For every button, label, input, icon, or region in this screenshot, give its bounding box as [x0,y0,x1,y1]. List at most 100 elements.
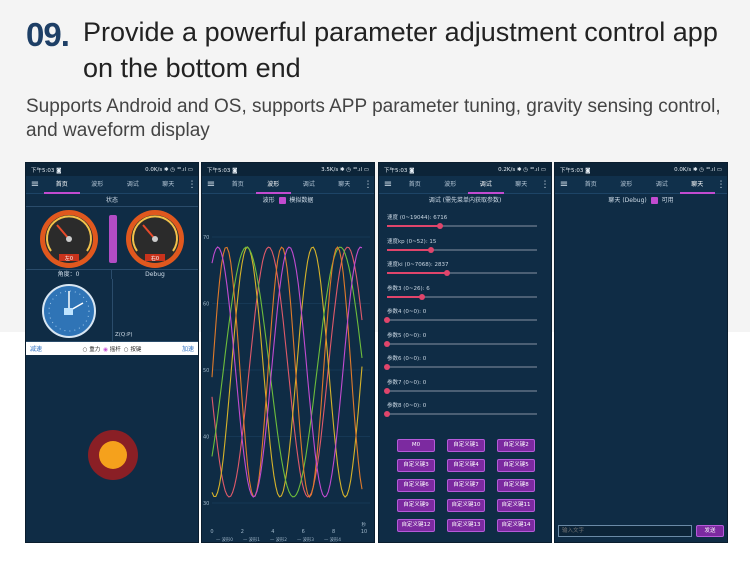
tab-debug[interactable]: 调试 [126,180,139,188]
tab-waveform[interactable]: 波形 [620,180,633,188]
custom-key-button[interactable]: 自定义键5 [497,459,535,472]
slider-knob[interactable] [384,364,390,370]
phone-chat-screen: 下午5:03 ◙ 0.0K/s ✱ ◷ ⁴⁶.ıl ▭ ≡ 首页 波形 调试 聊天… [554,162,728,543]
custom-key-button[interactable]: 自定义键13 [447,519,485,532]
waveform-series-line [211,246,363,498]
parameter-slider[interactable] [384,340,537,347]
custom-key-button[interactable]: 自定义键11 [497,499,535,512]
custom-key-button[interactable]: 自定义键6 [397,479,435,492]
tab-waveform[interactable]: 波形 [255,176,291,194]
status-info: 0.2K/s ✱ ◷ ⁴⁶.ıl ▭ [498,166,546,173]
slider-knob[interactable] [384,387,390,394]
mode-joystick[interactable]: ◉ 摇杆 [103,346,121,353]
slider-fill [387,272,447,274]
chat-header: 聊天 (Debug) 可用 [555,194,727,207]
tab-debug[interactable]: 调试 [655,180,668,188]
tab-waveform[interactable]: 波形 [444,180,457,188]
parameter-slider[interactable] [384,364,537,370]
tab-home[interactable]: 首页 [231,180,244,188]
tab-home[interactable]: 首页 [44,176,80,194]
right-gauge: 右0 [126,210,184,268]
chat-title: 聊天 (Debug) [608,197,647,204]
throttle-bar[interactable] [109,215,117,263]
parameter-slider[interactable] [384,317,537,323]
send-button[interactable]: 发送 [696,525,724,537]
phone-home-screen: 下午5:03 ◙ 0.0K/s ✱ ◷ ⁴⁶.ıl ▭ ≡ 首页 波形 调试 聊天… [25,162,199,543]
mode-keys[interactable]: ○ 按键 [123,346,142,353]
slider-knob[interactable] [418,293,425,300]
slider-label: 速度ki (0~7068): 2837 [387,262,449,268]
parameter-slider[interactable] [387,293,537,300]
decel-button[interactable]: 减速 [30,346,43,353]
legend-entry: — 波形2 [270,536,287,542]
status-info: 3.5K/s ✱ ◷ ⁴⁶.ıl ▭ [321,166,369,173]
slider-label: 参数6 (0~0): 0 [387,356,427,362]
tab-debug[interactable]: 调试 [302,180,315,188]
legend-entry: — 波形0 [216,536,233,542]
menu-icon[interactable]: ≡ [559,179,569,190]
mode-gravity[interactable]: ○ 重力 [82,346,101,353]
menu-icon[interactable]: ≡ [383,179,393,190]
more-icon[interactable]: ⋮ [187,179,197,190]
tab-waveform[interactable]: 波形 [91,180,104,188]
status-info: 0.0K/s ✱ ◷ ⁴⁶.ıl ▭ [145,166,193,173]
slider-knob[interactable] [384,340,390,347]
custom-key-button[interactable]: 自定义键9 [397,499,435,512]
accel-button[interactable]: 加速 [181,346,194,353]
more-icon[interactable]: ⋮ [716,179,726,190]
waveform-series-line [211,246,363,498]
slider-knob[interactable] [384,411,390,417]
x-tick-label: 6 [302,529,305,535]
chat-input[interactable] [558,525,692,537]
label-row: 角度：0 Debug [26,269,198,279]
more-icon[interactable]: ⋮ [540,179,550,190]
custom-key-button[interactable]: 自定义键7 [447,479,485,492]
custom-key-button[interactable]: 自定义键3 [397,459,435,472]
parameter-slider[interactable] [387,246,537,253]
slider-knob[interactable] [436,223,443,229]
slider-knob[interactable] [427,246,434,253]
custom-key-button[interactable]: 自定义键4 [447,459,485,472]
status-time: 下午5:03 ◙ [207,167,238,174]
simulate-checkbox[interactable] [278,197,286,204]
more-icon[interactable]: ⋮ [363,179,373,190]
custom-key-button[interactable]: 自定义键2 [497,439,535,452]
custom-button-grid: M0 自定义键1 自定义键2 自定义键3 自定义键4 自定义键5 自定义键6 自定义键7 自定义… [379,437,551,542]
slider-label: 速度 (0~19044): 6716 [387,215,448,221]
parameter-slider[interactable] [384,387,537,394]
m0-button[interactable]: M0 [397,439,435,452]
waveform-header: 波形 模拟数据 [202,194,374,207]
custom-key-button[interactable]: 自定义键8 [497,479,535,492]
slider-knob[interactable] [384,317,390,323]
compass-area: Z(Q:P) [26,279,198,342]
waveform-title: 波形 [262,197,275,204]
tab-home[interactable]: 首页 [408,180,421,188]
tab-chat[interactable]: 聊天 [679,176,715,194]
slider-knob[interactable] [444,270,450,276]
tab-chat[interactable]: 聊天 [338,180,351,188]
menu-icon[interactable]: ≡ [30,179,40,190]
menu-icon[interactable]: ≡ [206,179,216,190]
control-row: 减速 ○ 重力 ◉ 摇杆 ○ 按键 加速 [26,342,198,355]
tab-home[interactable]: 首页 [584,180,597,188]
parameter-slider[interactable] [384,411,537,417]
tab-chat[interactable]: 聊天 [162,180,175,188]
parameter-slider[interactable] [387,270,537,276]
parameter-slider[interactable] [387,223,537,229]
custom-key-button[interactable]: 自定义键1 [447,439,485,452]
custom-key-button[interactable]: 自定义键10 [447,499,485,512]
custom-key-button[interactable]: 自定义键14 [497,519,535,532]
custom-key-button[interactable]: 自定义键12 [397,519,435,532]
joystick-knob[interactable] [99,441,127,469]
gauges: 左0 右0 [40,210,184,268]
tab-chat[interactable]: 聊天 [515,180,528,188]
tab-debug[interactable]: 调试 [468,176,504,194]
waveform-chart: 70 60 50 40 30 0 2 4 6 8 10秒 — 波形0 — 波形1 — 波形2 — 波形3 — … [203,235,370,542]
tab-bar: ≡ 首页 波形 调试 聊天 ⋮ [555,176,727,194]
left-gauge: 左0 [40,210,98,268]
slider-label: 参数8 (0~0): 0 [387,403,427,409]
angle-label: 角度：0 [57,271,80,278]
enable-checkbox[interactable] [650,197,658,204]
x-tick-label: 8 [332,529,335,535]
y-tick-label: 60 [203,302,209,308]
